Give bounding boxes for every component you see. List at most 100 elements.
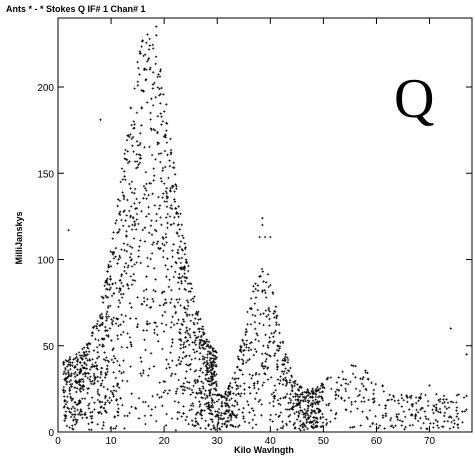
data-point [323,386,326,390]
data-point [179,339,183,343]
data-point [304,395,308,399]
data-point [197,310,200,314]
data-point [351,426,354,429]
data-point [178,355,181,359]
data-point [443,411,447,415]
data-point [206,343,210,346]
data-point [224,393,227,396]
data-point [179,347,182,350]
data-point [296,395,300,398]
data-point [101,321,104,325]
data-point [287,401,290,405]
data-point [315,387,318,391]
data-point [136,325,139,329]
data-point [116,337,120,341]
data-point [189,319,193,323]
data-point [247,421,251,425]
data-point [144,348,147,352]
data-point [95,327,99,330]
data-point [303,412,306,416]
data-point [290,383,293,387]
data-point [96,319,100,323]
data-point [192,384,195,388]
data-point [166,153,169,157]
data-point [205,402,208,405]
data-point [156,333,159,337]
data-point [87,350,91,353]
data-point [335,381,339,384]
data-point [223,396,227,400]
data-point [139,239,142,242]
data-point [199,317,202,321]
data-point [156,240,160,243]
data-point [247,346,251,349]
data-point [314,416,317,420]
data-point [178,331,181,334]
data-point [78,388,81,392]
data-point [244,330,248,334]
data-point [439,397,442,401]
data-point [128,209,131,213]
data-point [69,395,72,399]
data-point [211,413,214,416]
data-point [410,394,413,397]
data-point [164,190,168,193]
data-point [227,420,230,423]
data-point [203,347,207,351]
data-point [272,341,275,345]
data-point [398,419,402,422]
data-point [176,248,180,252]
data-point [82,355,86,358]
data-point [199,426,202,430]
data-point [296,399,300,403]
data-point [442,425,445,429]
data-point [266,353,269,356]
data-point [344,387,347,391]
data-point [127,225,131,228]
data-point [273,394,276,398]
data-point [250,407,254,410]
data-point [243,388,246,391]
data-point [154,55,158,58]
data-point [370,381,373,385]
data-point [192,300,195,303]
data-point [96,351,99,354]
data-point [242,353,245,357]
data-point [313,419,316,422]
data-point [130,246,134,249]
data-point [89,375,92,379]
data-point [76,357,80,361]
data-point [75,380,79,384]
data-point [105,287,108,291]
data-point [216,423,219,427]
data-point [135,111,139,115]
data-point [248,342,252,345]
data-point [208,364,211,367]
data-point [362,396,365,399]
data-point [269,235,272,239]
data-point [66,395,69,399]
data-point [326,376,330,379]
data-point [244,328,248,331]
data-point [233,414,236,417]
data-point [352,364,355,368]
data-point [119,279,122,282]
data-point [277,323,281,326]
data-point [163,149,167,153]
data-point [305,419,309,423]
data-point [258,398,262,402]
data-point [254,282,257,285]
data-point [135,160,139,163]
data-point [112,361,115,364]
data-point [171,341,174,344]
data-point [269,413,272,417]
data-point [73,401,77,404]
data-point [141,303,144,306]
data-point [254,296,258,299]
data-point [206,407,210,410]
data-point [123,265,126,269]
data-point [426,404,430,408]
data-point [450,416,453,419]
data-point [384,404,387,407]
data-point [359,424,362,427]
